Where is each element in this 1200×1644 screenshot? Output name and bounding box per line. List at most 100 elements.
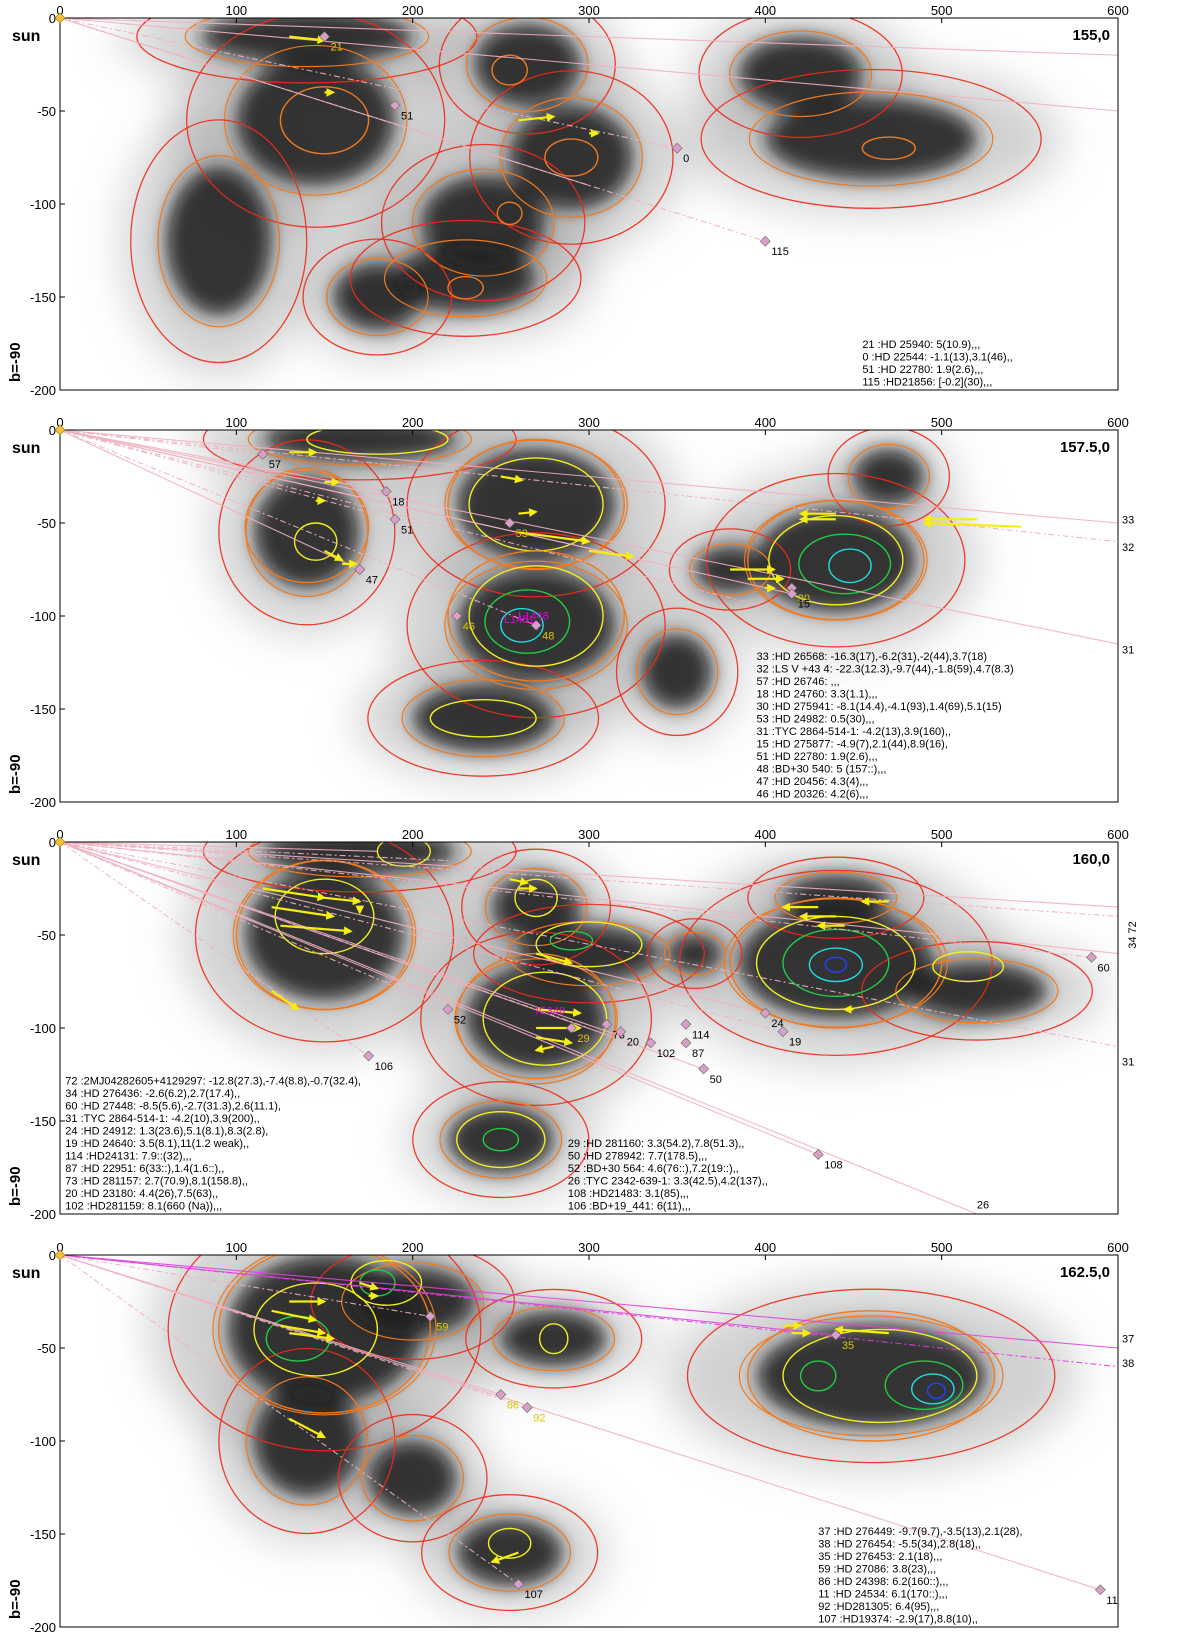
y-tick-label: -150 — [30, 290, 56, 305]
velocity-arrow — [518, 112, 556, 122]
contour-orange — [636, 628, 719, 716]
contour-orange — [447, 438, 625, 571]
density-blob — [456, 1519, 563, 1587]
star-label: 92 — [533, 1413, 545, 1425]
velocity-arrow — [535, 952, 574, 966]
star-label: 46 — [463, 621, 475, 633]
star-label: 51 — [401, 110, 413, 122]
sightline — [60, 842, 378, 852]
sightline — [60, 1255, 1101, 1591]
star-label: 47 — [366, 575, 378, 587]
star-marker — [319, 31, 330, 43]
b-axis-label: b=-90 — [7, 342, 24, 382]
y-tick-label: -100 — [30, 1021, 56, 1036]
legend-entry: 72 :2MJ04282605+4129297: -12.8(27.3),-7.… — [65, 1076, 361, 1088]
contour-orange — [247, 430, 472, 466]
legend-entry: 107 :HD19374: -2.9(17),8.8(10),, — [818, 1614, 978, 1626]
star-label: 52 — [454, 1014, 466, 1026]
sightline — [60, 842, 978, 1214]
velocity-arrow — [262, 887, 327, 902]
legend-entry: 26 :TYC 2342-639-1: 3.3(42.5),4.2(137),, — [568, 1176, 768, 1188]
contour-red — [412, 1081, 590, 1199]
contour-red — [167, 1255, 482, 1452]
contour-red — [194, 842, 455, 1043]
contour-orange — [729, 897, 943, 1029]
density-blob — [518, 925, 660, 982]
sun-label: sun — [12, 852, 40, 869]
contour-orange — [184, 18, 430, 68]
legend-entry: 19 :HD 24640: 3.5(8.1),11(1.2 weak),, — [65, 1138, 249, 1150]
legend-entry: 108 :HD21483: 3.1(85),,, — [568, 1188, 689, 1200]
density-blob — [500, 1310, 607, 1367]
contour-red — [349, 219, 582, 337]
density-blob — [447, 1106, 554, 1174]
contour-blue — [824, 956, 848, 973]
sightline — [60, 430, 1118, 524]
contour-orange — [439, 1100, 563, 1179]
sightline — [60, 842, 1118, 955]
star-marker — [671, 142, 683, 154]
contour-yellow — [932, 951, 1005, 983]
x-tick-label: 100 — [225, 3, 247, 18]
star-label: 106 — [375, 1061, 393, 1073]
plot-area: 21 51 0 115 — [60, 18, 1118, 376]
contour-green — [799, 1360, 837, 1392]
contour-orange — [847, 443, 930, 510]
star-label: 18 — [392, 496, 404, 508]
x-tick-label: 0 — [56, 827, 63, 842]
contour-red — [406, 430, 666, 598]
sightline — [60, 18, 1118, 112]
velocity-arrow — [323, 549, 344, 562]
velocity-arrow — [588, 549, 635, 560]
contour-orange — [723, 898, 948, 1028]
x-tick-label: 300 — [578, 827, 600, 842]
contour-red — [421, 1494, 599, 1612]
x-tick-label: 600 — [1107, 415, 1129, 430]
panel-label: 157.5,0 — [1060, 439, 1110, 456]
b-axis-label: b=-90 — [7, 1579, 24, 1619]
star-label: 15 — [798, 599, 810, 611]
legend-entry: 86 :HD 24398: 6.2(160::),,, — [818, 1576, 948, 1588]
contour-orange — [447, 275, 484, 300]
y-tick-label: -200 — [30, 1207, 56, 1222]
sun-label: sun — [12, 28, 40, 45]
sightline — [60, 430, 766, 608]
legend-entry: 34 :HD 276436: -2.6(6.2),2.7(17.4),, — [65, 1088, 240, 1100]
star-marker — [363, 1050, 375, 1062]
density-blob — [350, 1268, 475, 1335]
sightline — [60, 842, 784, 1033]
contour-red — [615, 607, 739, 737]
star-marker — [777, 1026, 789, 1038]
star-marker — [521, 1402, 533, 1413]
x-tick-label: 400 — [754, 1240, 776, 1255]
velocity-arrow — [536, 1008, 582, 1017]
x-tick-label: 600 — [1107, 3, 1129, 18]
x-tick-label: 300 — [578, 415, 600, 430]
y-tick-label: -50 — [37, 516, 56, 531]
contour-orange — [738, 1315, 1004, 1437]
y-tick-label: -150 — [30, 1527, 56, 1542]
contour-red — [218, 1347, 396, 1535]
contour-red — [380, 143, 586, 302]
legend-entry: 37 :HD 276449: -9.7(9.7),-3.5(13),2.1(28… — [818, 1526, 1022, 1538]
contour-orange — [411, 168, 555, 277]
x-tick-label: 100 — [225, 1240, 247, 1255]
y-tick-label: -50 — [37, 104, 56, 119]
sightline — [60, 842, 1092, 958]
contour-green — [549, 930, 594, 951]
density-layer — [165, 18, 977, 331]
x-tick-label: 200 — [402, 415, 424, 430]
star-label: 115 — [771, 246, 789, 258]
star-label: 57 — [269, 459, 281, 471]
y-tick-label: -100 — [30, 609, 56, 624]
star-label: 35 — [842, 1340, 854, 1352]
contour-cyan — [910, 1373, 955, 1405]
contour-orange — [447, 550, 625, 682]
contour-red — [469, 70, 674, 245]
contour-orange — [496, 201, 523, 226]
legend-entry: 60 :HD 27448: -8.5(5.6),-2.7(31.3),2.6(1… — [65, 1101, 281, 1113]
velocity-arrow — [518, 508, 538, 517]
density-blob — [738, 907, 933, 1019]
x-tick-label: 200 — [402, 1240, 424, 1255]
